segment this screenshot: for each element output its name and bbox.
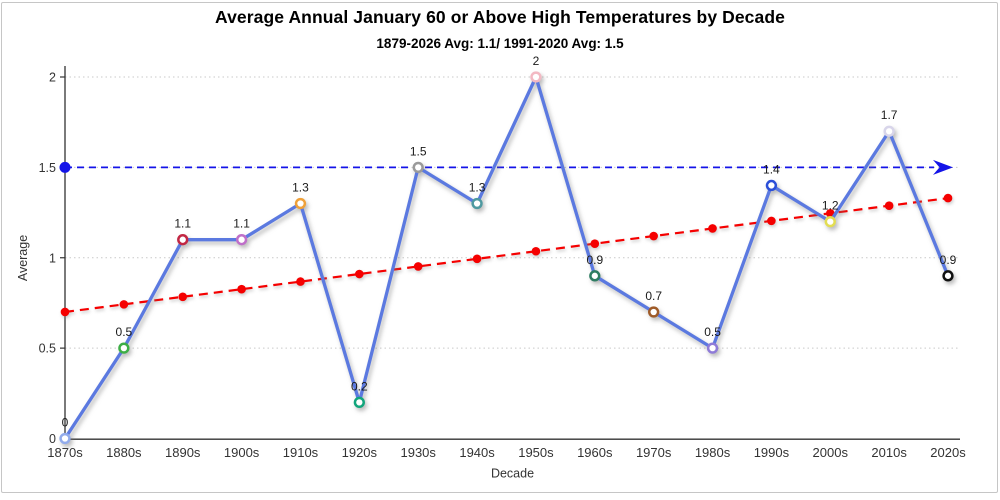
data-point-label: 2 <box>533 54 540 68</box>
data-point-label: 0.9 <box>586 253 603 267</box>
y-tick-label: 2 <box>49 71 56 85</box>
trend-point <box>178 292 188 302</box>
y-tick-label: 0 <box>49 432 56 446</box>
data-point-marker <box>294 197 307 210</box>
x-tick-label: 2010s <box>871 445 907 460</box>
x-tick-label: 1890s <box>165 445 201 460</box>
data-point-marker <box>706 342 719 354</box>
data-point-label: 0.9 <box>940 253 957 267</box>
data-point-marker <box>648 306 660 318</box>
data-point-marker <box>471 197 483 210</box>
data-point-marker <box>412 161 424 174</box>
data-point-marker <box>530 71 542 83</box>
x-tick-label: 1970s <box>636 445 672 460</box>
axis-labels: 0 0.5 1 1.5 2 1870s 1880s 1890s 1900s 1910s 1920s 1… <box>16 71 966 481</box>
x-tick-label: 1910s <box>283 445 319 460</box>
data-point-marker <box>353 396 365 409</box>
data-point-label: 0.7 <box>645 289 662 303</box>
trend-point <box>531 246 541 256</box>
trend-line <box>64 197 949 314</box>
x-tick-label: 1940s <box>459 445 495 460</box>
data-point-label: 0 <box>62 416 69 430</box>
x-tick-label: 1960s <box>577 445 613 460</box>
data-point-label: 0.5 <box>116 325 133 339</box>
x-tick-label: 2020s <box>930 445 966 460</box>
data-point-marker <box>177 234 189 246</box>
data-point-marker <box>589 270 601 282</box>
main-series-line <box>63 75 950 441</box>
data-point-label: 0.2 <box>351 379 368 393</box>
trend-point <box>413 262 423 271</box>
trend-point <box>355 269 364 279</box>
trend-point <box>943 193 953 203</box>
axes <box>60 66 960 440</box>
x-tick-label: 1980s <box>695 445 731 460</box>
data-point-label: 1.1 <box>174 217 191 231</box>
reference-arrow-icon <box>933 159 953 175</box>
reference-start-dot <box>59 161 71 173</box>
trend-point <box>472 254 482 264</box>
x-tick-label: 1920s <box>342 445 378 460</box>
x-tick-label: 1900s <box>224 445 260 460</box>
trend-point <box>884 201 894 210</box>
data-point-marker <box>118 342 130 354</box>
trend-point <box>590 239 600 248</box>
data-point-marker <box>942 270 954 282</box>
data-point-marker <box>765 179 778 192</box>
data-point-marker <box>824 215 836 228</box>
data-point-label: 1.2 <box>822 199 839 213</box>
trend-point <box>119 300 129 309</box>
trend-point <box>649 231 658 241</box>
x-tick-label: 1950s <box>518 445 554 460</box>
y-axis-title: Average <box>16 235 30 281</box>
chart-title: Average Annual January 60 or Above High … <box>215 7 785 27</box>
x-tick-label: 1990s <box>754 445 790 460</box>
reference-line-series <box>59 159 953 175</box>
trend-line-series <box>60 193 953 317</box>
data-point-label: 1.3 <box>292 181 309 195</box>
y-tick-label: 0.5 <box>39 342 56 356</box>
main-series <box>59 71 954 445</box>
trend-point <box>60 307 70 317</box>
data-point-label: 0.5 <box>704 325 721 339</box>
x-axis-title: Decade <box>491 467 534 481</box>
x-tick-label: 1870s <box>47 445 83 460</box>
data-point-marker <box>59 432 71 445</box>
data-point-label: 1.1 <box>233 217 250 231</box>
data-point-labels: 0 0.5 1.1 1.1 1.3 0.2 1.5 1.3 2 0.9 0.7 0.5 1.4 1.2 1.… <box>62 54 957 430</box>
y-tick-label: 1.5 <box>39 161 56 175</box>
x-tick-label: 1930s <box>400 445 436 460</box>
data-point-marker <box>883 125 895 137</box>
data-point-marker <box>235 234 248 246</box>
chart-subtitle: 1879-2026 Avg: 1.1/ 1991-2020 Avg: 1.5 <box>376 36 624 51</box>
x-tick-label: 2000s <box>813 445 849 460</box>
data-point-label: 1.3 <box>469 181 486 195</box>
data-point-label: 1.5 <box>410 144 427 158</box>
chart-frame <box>1 2 998 493</box>
trend-point <box>296 277 305 286</box>
x-tick-label: 1880s <box>106 445 142 460</box>
y-tick-label: 1 <box>49 251 56 265</box>
trend-point <box>767 216 776 226</box>
data-point-label: 1.7 <box>881 108 898 122</box>
trend-point <box>708 224 717 233</box>
trend-point <box>237 284 246 294</box>
data-point-label: 1.4 <box>763 162 780 176</box>
